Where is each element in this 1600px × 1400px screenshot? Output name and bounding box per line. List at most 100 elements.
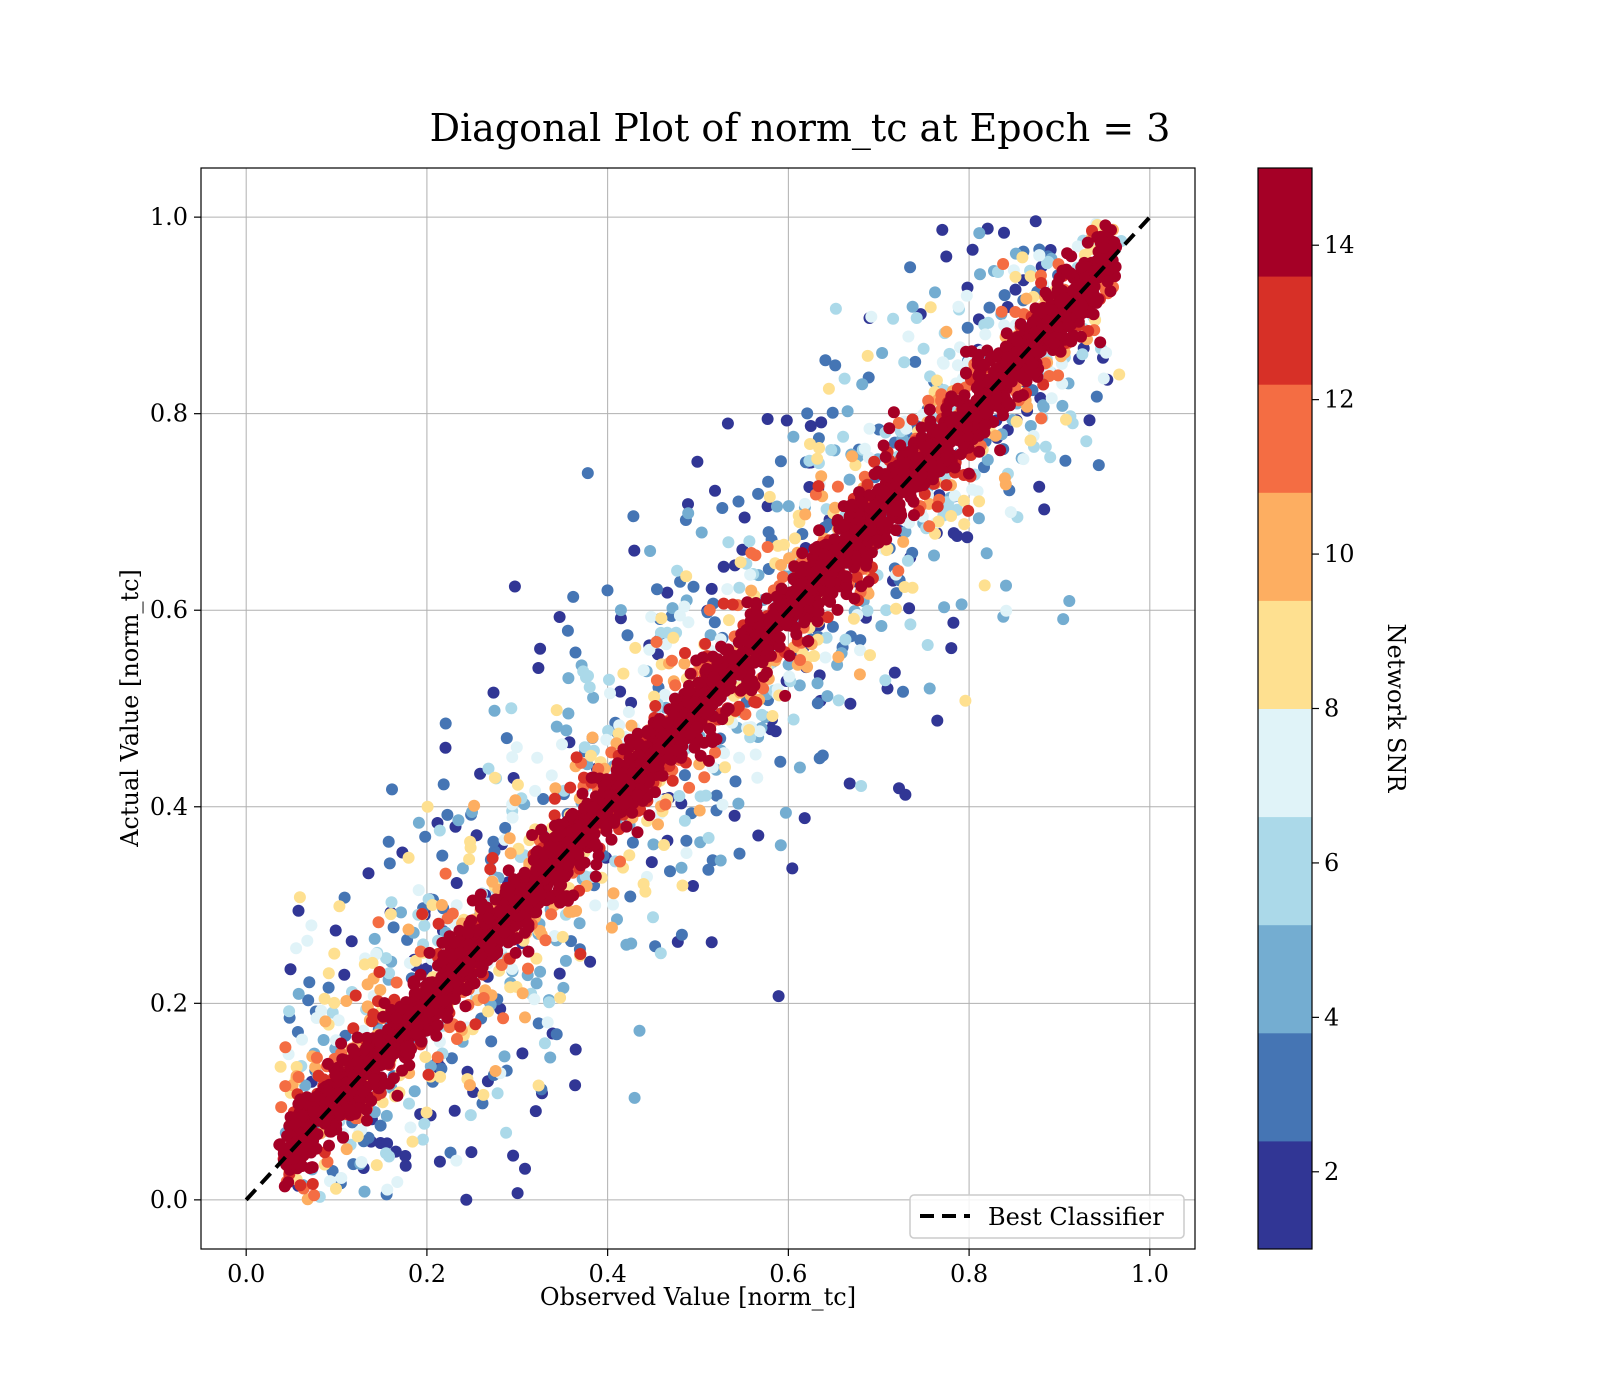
data-point — [889, 524, 902, 537]
data-point — [779, 806, 792, 819]
data-point — [734, 667, 747, 680]
data-point — [617, 667, 630, 680]
data-point — [682, 498, 694, 511]
data-point — [960, 345, 972, 358]
data-point — [1100, 346, 1113, 359]
data-point — [338, 968, 351, 981]
data-point — [649, 700, 662, 712]
data-point — [380, 952, 393, 965]
data-point — [793, 679, 806, 692]
data-point — [366, 956, 379, 969]
data-point — [446, 907, 459, 920]
data-point — [340, 1143, 353, 1156]
data-point — [678, 814, 691, 827]
data-point — [955, 598, 968, 611]
data-point — [648, 690, 661, 703]
data-point — [673, 790, 686, 802]
data-point — [710, 789, 723, 802]
colorbar-bin — [1258, 816, 1312, 926]
data-point — [532, 662, 545, 674]
data-point — [1011, 335, 1024, 348]
data-point — [811, 677, 824, 690]
data-point — [1010, 415, 1023, 428]
data-point — [412, 884, 425, 897]
data-point — [676, 879, 689, 892]
data-point — [887, 406, 900, 419]
data-point — [854, 644, 866, 657]
data-point — [511, 1187, 524, 1200]
data-point — [775, 599, 788, 612]
data-point — [938, 601, 951, 614]
data-point — [888, 504, 901, 517]
data-point — [1098, 241, 1111, 254]
data-point — [541, 1016, 554, 1029]
data-point — [430, 1029, 443, 1042]
data-point — [626, 836, 639, 849]
data-point — [381, 1056, 394, 1069]
data-point — [843, 777, 856, 790]
data-point — [368, 932, 381, 945]
data-point — [550, 870, 563, 883]
data-point — [628, 544, 641, 557]
data-point — [570, 904, 583, 917]
data-point — [402, 851, 415, 864]
data-point — [460, 984, 473, 997]
data-point — [722, 536, 735, 549]
data-point — [302, 994, 315, 1007]
data-point — [799, 508, 812, 521]
data-point — [519, 1162, 531, 1175]
data-point — [910, 312, 923, 324]
data-point — [528, 993, 541, 1006]
data-point — [573, 917, 586, 930]
data-point — [408, 1085, 421, 1098]
data-point — [315, 1004, 328, 1017]
data-point — [775, 582, 788, 595]
data-point — [587, 691, 600, 704]
data-point — [482, 1005, 495, 1018]
data-point — [1009, 283, 1022, 296]
data-point — [563, 854, 576, 867]
data-point — [816, 749, 829, 762]
data-point — [370, 1159, 383, 1172]
data-point — [1113, 368, 1126, 381]
data-point — [973, 495, 986, 508]
data-point — [564, 781, 577, 794]
data-point — [1042, 255, 1055, 268]
data-point — [940, 325, 953, 338]
data-point — [856, 496, 869, 509]
data-point — [958, 389, 971, 402]
data-point — [529, 784, 542, 797]
colorbar — [1258, 168, 1312, 1250]
data-point — [584, 955, 597, 968]
data-point — [305, 1161, 318, 1174]
data-point — [879, 674, 892, 687]
data-point — [1003, 398, 1016, 411]
colorbar-bin — [1258, 168, 1312, 277]
data-point — [516, 1047, 529, 1060]
data-point — [628, 1091, 641, 1104]
data-point — [351, 1130, 364, 1143]
data-point — [815, 416, 828, 429]
data-point — [292, 1071, 305, 1083]
data-point — [897, 535, 910, 548]
data-point — [812, 480, 825, 493]
data-point — [518, 866, 531, 879]
data-point — [532, 1017, 545, 1030]
data-point — [815, 470, 828, 483]
data-point — [634, 757, 647, 770]
data-point — [463, 853, 476, 866]
data-point — [1064, 267, 1077, 279]
data-point — [903, 602, 916, 615]
data-point — [545, 908, 558, 921]
data-point — [578, 741, 591, 754]
data-point — [748, 679, 761, 692]
data-point — [274, 1138, 287, 1151]
data-point — [826, 620, 839, 633]
data-point — [509, 794, 522, 807]
data-point — [303, 976, 316, 989]
data-point — [997, 409, 1009, 422]
data-point — [322, 967, 335, 980]
data-point — [960, 366, 972, 379]
data-point — [853, 668, 866, 681]
